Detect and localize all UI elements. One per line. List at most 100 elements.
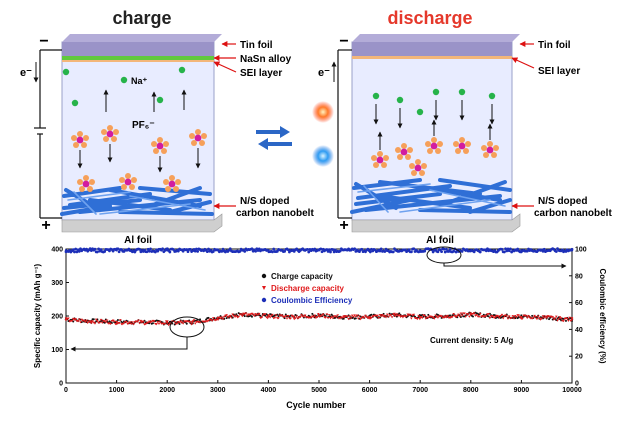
data-point bbox=[267, 314, 271, 317]
y-left-tick-label: 200 bbox=[51, 314, 63, 321]
y-left-tick-label: 0 bbox=[59, 381, 63, 388]
data-point bbox=[431, 316, 435, 319]
x-tick-label: 9000 bbox=[514, 387, 530, 394]
data-point bbox=[540, 317, 544, 320]
data-point bbox=[91, 320, 94, 323]
data-point bbox=[512, 317, 516, 320]
data-point bbox=[145, 250, 149, 254]
data-point bbox=[553, 317, 557, 320]
data-point bbox=[148, 322, 151, 325]
data-point bbox=[423, 249, 427, 253]
data-point bbox=[466, 313, 470, 316]
data-point bbox=[277, 317, 280, 320]
data-point bbox=[464, 315, 468, 318]
data-point bbox=[505, 315, 509, 318]
data-point bbox=[330, 315, 333, 319]
data-point bbox=[191, 320, 195, 323]
data-point bbox=[412, 313, 416, 316]
data-point bbox=[369, 317, 372, 320]
data-point bbox=[503, 315, 506, 318]
data-point bbox=[531, 314, 534, 317]
data-point bbox=[398, 312, 401, 315]
data-point bbox=[104, 321, 108, 324]
data-point bbox=[370, 313, 373, 316]
data-point bbox=[103, 250, 107, 253]
data-point bbox=[526, 316, 529, 319]
data-point bbox=[407, 248, 411, 252]
data-point bbox=[346, 315, 349, 318]
data-point bbox=[210, 319, 214, 322]
data-point bbox=[329, 250, 332, 254]
data-point bbox=[567, 319, 570, 322]
data-point bbox=[360, 316, 364, 320]
charge-na-label: Na⁺ bbox=[131, 76, 148, 86]
data-point bbox=[150, 320, 154, 323]
charge-pf6-label: PF₆⁻ bbox=[132, 120, 155, 131]
data-point bbox=[290, 314, 294, 317]
data-point bbox=[274, 314, 278, 317]
current-density-annotation: Current density: 5 A/g bbox=[430, 336, 513, 345]
data-point bbox=[317, 313, 320, 316]
data-point bbox=[379, 315, 383, 318]
data-point bbox=[125, 320, 128, 324]
data-point bbox=[185, 322, 188, 325]
x-tick-label: 1000 bbox=[109, 387, 125, 394]
data-point bbox=[254, 249, 257, 253]
data-point bbox=[353, 247, 357, 251]
data-point bbox=[231, 313, 234, 316]
data-point bbox=[564, 319, 567, 322]
data-point bbox=[70, 319, 74, 323]
data-point bbox=[365, 315, 369, 319]
ce-callout-arrow bbox=[443, 263, 567, 269]
y-right-tick-label: 80 bbox=[575, 273, 583, 280]
data-point bbox=[257, 312, 261, 316]
data-point bbox=[175, 322, 179, 325]
data-point bbox=[539, 318, 542, 321]
data-point bbox=[378, 313, 382, 317]
data-point bbox=[280, 314, 284, 317]
data-point bbox=[121, 323, 125, 326]
data-point bbox=[524, 314, 528, 318]
y-axis-right-label: Coulombic efficiency (%) bbox=[598, 268, 607, 363]
data-point bbox=[139, 319, 143, 323]
data-point bbox=[98, 321, 102, 324]
data-point bbox=[511, 315, 515, 318]
data-point bbox=[379, 247, 383, 251]
data-point bbox=[311, 312, 314, 315]
data-point bbox=[469, 312, 472, 315]
data-point bbox=[152, 320, 156, 323]
data-point bbox=[478, 312, 482, 316]
data-point bbox=[72, 320, 75, 323]
data-point bbox=[408, 313, 412, 316]
data-point bbox=[163, 322, 167, 326]
data-point bbox=[446, 314, 449, 318]
charge-nanobelt bbox=[60, 186, 214, 216]
data-point bbox=[368, 316, 371, 319]
data-point bbox=[517, 314, 521, 317]
data-point bbox=[131, 321, 134, 324]
data-point bbox=[115, 321, 118, 324]
y-axis-left-label: Specific capacity (mAh g⁻¹) bbox=[33, 264, 42, 369]
data-point bbox=[205, 318, 208, 321]
discharge-label-nanobelt-2: carbon nanobelt bbox=[534, 208, 612, 219]
data-point bbox=[147, 249, 151, 253]
discharge-label-tin-foil: Tin foil bbox=[538, 40, 571, 51]
data-point bbox=[111, 319, 115, 322]
data-point bbox=[146, 321, 150, 324]
charge-pf6-arrows bbox=[77, 144, 201, 173]
data-point bbox=[417, 314, 420, 318]
data-point bbox=[557, 317, 561, 321]
data-point bbox=[488, 317, 492, 320]
data-point bbox=[551, 316, 554, 319]
data-point bbox=[420, 316, 424, 320]
data-point bbox=[405, 315, 408, 318]
data-point bbox=[313, 247, 317, 251]
data-point bbox=[516, 317, 519, 320]
data-point bbox=[377, 316, 381, 320]
data-point bbox=[353, 314, 356, 317]
data-point bbox=[218, 316, 221, 319]
data-point bbox=[475, 314, 478, 317]
data-point bbox=[116, 247, 120, 251]
data-point bbox=[478, 313, 481, 316]
data-point bbox=[350, 314, 354, 317]
